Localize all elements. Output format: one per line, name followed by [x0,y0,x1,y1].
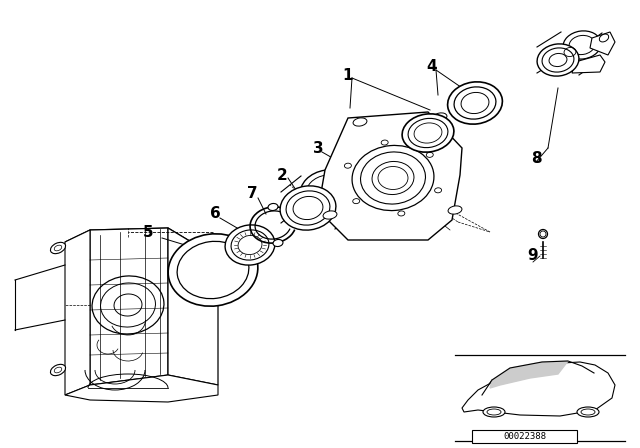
Polygon shape [590,32,615,55]
Polygon shape [65,375,218,402]
Ellipse shape [538,229,547,238]
Ellipse shape [352,146,434,211]
Polygon shape [462,362,615,416]
Polygon shape [65,230,90,395]
Polygon shape [65,228,218,270]
Text: 1: 1 [343,68,353,82]
Ellipse shape [483,407,505,417]
Ellipse shape [344,163,351,168]
Text: 00022388: 00022388 [503,432,546,441]
Ellipse shape [168,234,258,306]
Ellipse shape [402,114,454,152]
Text: 6: 6 [210,206,220,220]
Text: 8: 8 [531,151,541,165]
Text: 2: 2 [276,168,287,182]
Text: 5: 5 [143,224,154,240]
Ellipse shape [433,113,447,121]
Ellipse shape [563,31,601,59]
Polygon shape [572,55,605,73]
Ellipse shape [447,82,502,124]
Ellipse shape [268,203,278,211]
Ellipse shape [353,198,360,204]
Ellipse shape [323,211,337,219]
Text: 7: 7 [246,185,257,201]
Ellipse shape [92,276,164,334]
Ellipse shape [537,44,579,76]
Bar [472,430,577,443]
Ellipse shape [51,364,65,376]
Polygon shape [168,228,218,385]
Text: 9: 9 [528,247,538,263]
Ellipse shape [280,186,336,230]
Ellipse shape [398,211,405,216]
Ellipse shape [448,206,462,214]
Polygon shape [490,361,568,388]
Ellipse shape [51,242,65,254]
Polygon shape [318,112,462,240]
Ellipse shape [435,188,442,193]
Ellipse shape [381,140,388,145]
Polygon shape [90,228,168,385]
Text: 3: 3 [313,141,323,155]
Ellipse shape [353,118,367,126]
Ellipse shape [599,34,609,42]
Ellipse shape [426,152,433,157]
Text: 4: 4 [427,59,437,73]
Ellipse shape [577,407,599,417]
Ellipse shape [225,225,275,265]
Ellipse shape [273,240,283,246]
Ellipse shape [300,170,356,214]
